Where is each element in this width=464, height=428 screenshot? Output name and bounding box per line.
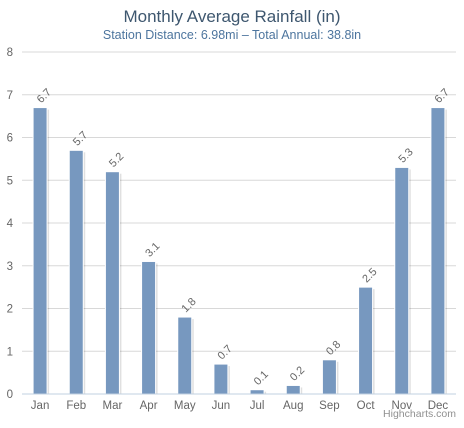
data-label: 0.1 <box>252 369 271 388</box>
y-tick-label: 1 <box>7 346 13 358</box>
bar-jan[interactable] <box>32 107 48 395</box>
x-tick-label: Nov <box>392 400 413 412</box>
bar-feb[interactable] <box>68 149 84 395</box>
bar-sep[interactable] <box>321 359 337 395</box>
data-label: 0.7 <box>216 343 235 362</box>
x-tick-label: Dec <box>428 400 449 412</box>
data-label: 5.3 <box>396 146 415 165</box>
bar-may[interactable] <box>177 316 193 395</box>
y-tick-label: 6 <box>7 133 13 145</box>
data-label: 3.1 <box>143 240 162 259</box>
data-label: 6.7 <box>433 86 452 105</box>
bar-mar[interactable] <box>104 171 120 395</box>
chart-subtitle: Station Distance: 6.98mi – Total Annual:… <box>103 28 361 42</box>
data-label: 0.8 <box>324 339 343 358</box>
data-label: 5.7 <box>71 129 90 148</box>
y-tick-label: 5 <box>7 175 13 187</box>
x-axis-ticks: Jan Feb Mar Apr May Jun Jul Aug Sep Oct Nov Dec <box>31 400 449 412</box>
bar-dec[interactable] <box>430 107 446 395</box>
data-label: 5.2 <box>107 151 126 170</box>
x-tick-label: Feb <box>66 400 86 412</box>
grid-lines <box>22 51 456 352</box>
data-label: 1.8 <box>179 296 198 315</box>
credits-link[interactable]: Highcharts.com <box>383 408 456 420</box>
x-tick-label: May <box>174 400 196 412</box>
x-tick-label: Sep <box>319 400 339 412</box>
bar-jun[interactable] <box>213 363 229 395</box>
x-tick-label: Apr <box>140 400 158 412</box>
data-labels: 6.7 5.7 5.2 3.1 1.8 0.7 0.1 0.2 0.8 2.5 5.3 6.7 <box>35 86 452 387</box>
bar-apr[interactable] <box>141 260 157 395</box>
bar-jul[interactable] <box>249 389 265 395</box>
bar-oct[interactable] <box>358 286 374 395</box>
bar-aug[interactable] <box>285 384 301 395</box>
x-tick-label: Mar <box>103 400 123 412</box>
data-label: 0.2 <box>288 364 307 383</box>
x-tick-label: Jan <box>31 400 50 412</box>
y-tick-label: 4 <box>7 218 14 230</box>
y-axis-ticks: 0 1 2 3 4 5 6 7 8 <box>7 47 14 401</box>
y-tick-label: 3 <box>7 261 13 273</box>
y-tick-label: 7 <box>7 90 13 102</box>
data-label: 2.5 <box>360 266 379 285</box>
x-tick-label: Jun <box>212 400 231 412</box>
bar-nov[interactable] <box>394 166 410 395</box>
y-tick-label: 0 <box>7 389 13 401</box>
y-tick-label: 8 <box>7 47 13 59</box>
chart-title: Monthly Average Rainfall (in) <box>123 7 340 26</box>
x-tick-label: Oct <box>357 400 376 412</box>
data-label: 6.7 <box>35 86 54 105</box>
x-tick-label: Jul <box>250 400 265 412</box>
x-tick-label: Aug <box>283 400 303 412</box>
y-tick-label: 2 <box>7 304 13 316</box>
